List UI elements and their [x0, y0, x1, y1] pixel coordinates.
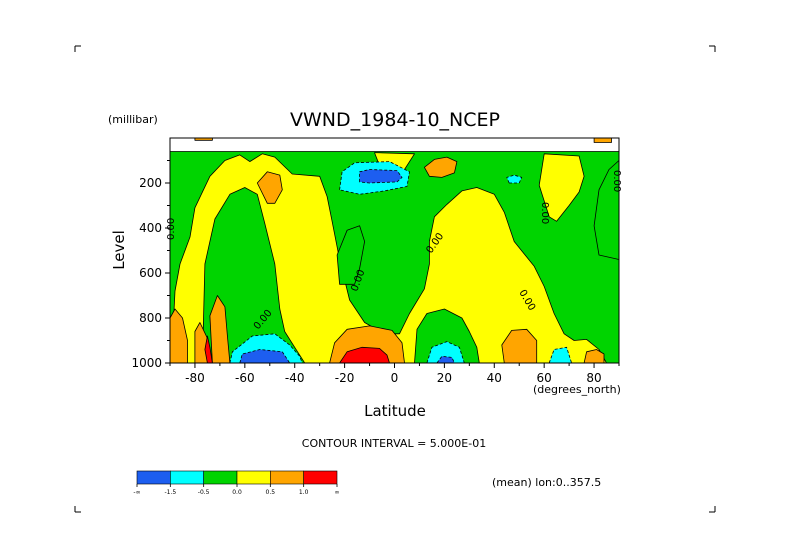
contour-region-yellow	[538, 153, 585, 222]
corner-mark-bottom-left	[74, 506, 81, 513]
contour-region-cyan	[506, 174, 523, 184]
colorbar-swatch	[303, 470, 338, 485]
mean-longitude-text: (mean) lon:0..357.5	[492, 476, 601, 489]
contour-region-orange	[170, 308, 188, 363]
corner-mark-top-left	[74, 45, 81, 52]
x-tick-label: 0	[391, 371, 399, 385]
colorbar-label: 0.5	[266, 489, 276, 496]
y-tick-label: 600	[139, 266, 162, 280]
contour-region-orange	[194, 138, 213, 141]
chart-title: VWND_1984-10_NCEP	[290, 109, 500, 131]
contour-label: 0.00	[166, 218, 177, 240]
y-tick-label: 1000	[131, 356, 162, 370]
x-tick-label: -80	[185, 371, 205, 385]
contour-region-orange	[256, 171, 283, 204]
y-tick-label: 400	[139, 221, 162, 235]
colorbar-swatch	[203, 470, 238, 485]
contour-region-orange	[593, 138, 612, 143]
x-tick-label: -40	[285, 371, 305, 385]
colorbar: -∞ -1.5 -0.5 0.0 0.5 1.0 ∞	[133, 470, 340, 496]
colorbar-swatch	[236, 470, 271, 485]
contour-region-yellow	[172, 153, 607, 363]
contour-region-orange	[209, 295, 231, 363]
contour-region-red	[339, 346, 390, 363]
x-tick-label: 20	[437, 371, 452, 385]
contour-region-green	[593, 160, 619, 260]
y-axis-label: Level	[110, 230, 128, 270]
colorbar-swatch	[270, 470, 304, 485]
contour-region-blue	[239, 349, 291, 363]
contour-region-orange	[583, 349, 605, 363]
contour-regions	[170, 138, 619, 363]
contour-region-red	[204, 335, 213, 363]
contour-label: 0.00	[539, 202, 550, 224]
x-tick-label: -60	[235, 371, 255, 385]
contour-interval-text: CONTOUR INTERVAL = 5.000E-01	[302, 437, 486, 450]
corner-mark-top-right	[709, 45, 716, 52]
y-tick-label: 800	[139, 311, 162, 325]
x-tick-label: 60	[537, 371, 552, 385]
corner-mark-bottom-right	[709, 506, 716, 513]
contour-region-blue	[436, 355, 455, 363]
x-tick-label: 40	[487, 371, 502, 385]
colorbar-label: -1.5	[164, 489, 176, 496]
x-tick-label: -20	[335, 371, 355, 385]
contour-region-green	[202, 187, 306, 363]
colorbar-label: -0.5	[198, 489, 210, 496]
contour-region-green	[336, 225, 365, 285]
y-units-label: (millibar)	[108, 113, 158, 126]
contour-label: 0.00	[611, 170, 622, 192]
x-axis: -80 -60 -40 -20 0 20 40 60 80	[169, 363, 620, 385]
y-tick-label: 200	[139, 176, 162, 190]
colorbar-label: 1.0	[299, 489, 309, 496]
colorbar-label: ∞	[335, 489, 340, 496]
contour-region-orange	[194, 322, 208, 363]
colorbar-swatch	[170, 470, 204, 485]
contour-region-cyan	[426, 341, 465, 363]
y-axis: 200 400 600 800 1000	[131, 160, 170, 370]
contour-region-cyan	[548, 346, 572, 363]
x-units-label: (degrees_north)	[533, 383, 621, 396]
colorbar-label: 0.0	[232, 489, 242, 496]
contour-region-green	[414, 308, 480, 363]
x-tick-label: 80	[586, 371, 601, 385]
contour-region-orange	[424, 156, 458, 178]
contour-region-orange	[501, 328, 538, 363]
x-axis-label: Latitude	[364, 402, 426, 420]
corner-marks	[74, 45, 716, 513]
colorbar-label: -∞	[133, 489, 140, 496]
colorbar-swatch	[136, 470, 171, 485]
contour-region-blue	[359, 169, 403, 184]
